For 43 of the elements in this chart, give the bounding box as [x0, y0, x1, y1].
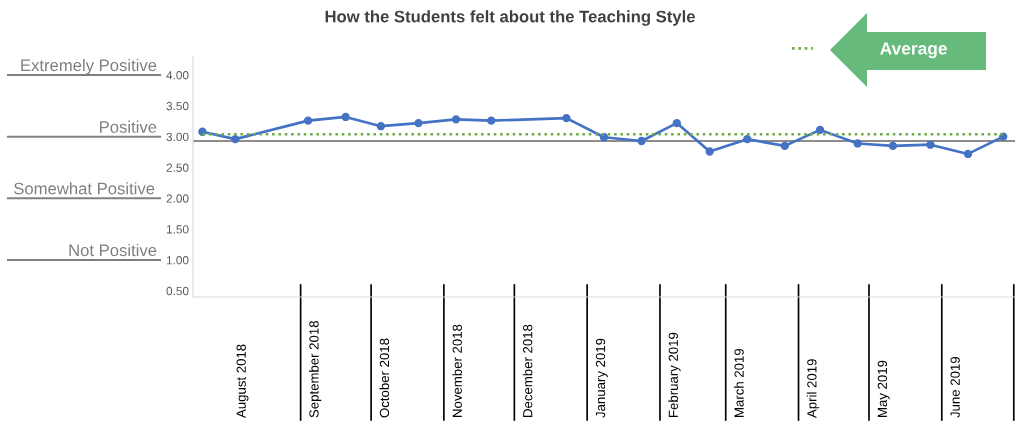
- y-tick-label: 2.00: [166, 194, 189, 203]
- point: [853, 139, 862, 148]
- point: [743, 134, 752, 144]
- point: [780, 141, 790, 151]
- y-tick-label: 3.00: [166, 132, 189, 142]
- point: [303, 116, 313, 125]
- x-tick-label: September 2018: [308, 321, 322, 418]
- point: [414, 118, 423, 128]
- x-tick-label: February 2019: [668, 332, 681, 417]
- point: [376, 122, 386, 131]
- x-tick-label: November 2018: [452, 324, 462, 417]
- text: Positive: [100, 120, 157, 133]
- point: [815, 125, 825, 135]
- x-tick-label: August 2018: [236, 344, 249, 418]
- point: [562, 113, 571, 123]
- point: [637, 136, 646, 146]
- text: Not Positive: [69, 243, 157, 257]
- x-tick-label: March 2019: [734, 348, 744, 417]
- text: Somewhat Positive: [14, 182, 155, 195]
- text: Extremely Positive: [21, 58, 157, 75]
- point: [451, 115, 461, 124]
- point: [888, 141, 898, 151]
- text: Average: [880, 42, 947, 59]
- point: [487, 116, 496, 125]
- point: [705, 147, 714, 156]
- y-tick-label: 4.00: [166, 71, 189, 80]
- point: [231, 134, 240, 144]
- y-tick-label: 2.50: [166, 163, 189, 172]
- point: [963, 149, 973, 159]
- x-tick-label: April 2019: [806, 359, 820, 418]
- chart-title: How the Students felt about the Teaching Style: [325, 10, 695, 26]
- y-tick-label: 1.00: [166, 256, 189, 265]
- y-tick-label: 1.50: [166, 225, 189, 234]
- x-tick-label: October 2018: [379, 338, 390, 418]
- x-tick-label: June 2019: [950, 357, 960, 418]
- x-tick-label: December 2018: [522, 324, 533, 417]
- y-tick-label: 0.50: [166, 286, 189, 296]
- point: [341, 112, 350, 122]
- x-tick-label: January 2019: [595, 338, 608, 418]
- point: [926, 140, 935, 149]
- point: [672, 118, 681, 128]
- y-tick-label: 3.50: [166, 101, 189, 111]
- x-tick-label: May 2019: [877, 360, 890, 417]
